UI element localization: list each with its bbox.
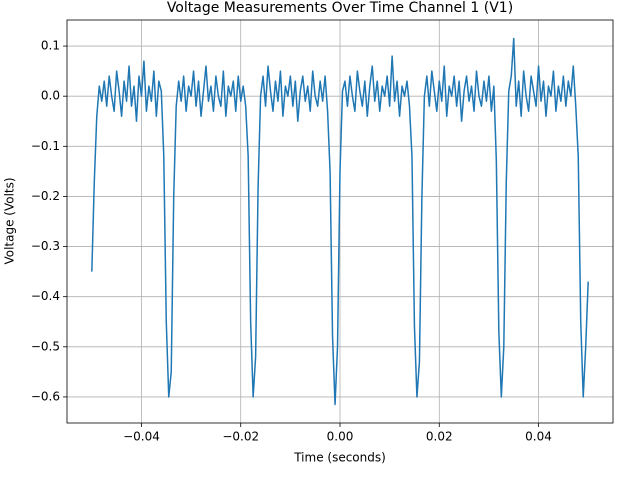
y-tick-label: −0.5 [31, 339, 60, 353]
x-tick-label: −0.02 [222, 430, 259, 444]
x-tick-label: 0.00 [327, 430, 354, 444]
x-axis-label: Time (seconds) [293, 451, 386, 465]
y-tick-label: −0.3 [31, 239, 60, 253]
y-axis-label: Voltage (Volts) [3, 177, 17, 264]
plot-frame [66, 19, 614, 424]
x-tick-label: −0.04 [123, 430, 160, 444]
chart-title: Voltage Measurements Over Time Channel 1… [167, 0, 513, 16]
x-tick-label: 0.04 [525, 430, 552, 444]
x-tick-label: 0.02 [426, 430, 453, 444]
y-tick-label: 0.0 [41, 89, 60, 103]
y-tick-label: −0.4 [31, 289, 60, 303]
y-tick-label: −0.2 [31, 189, 60, 203]
y-tick-label: −0.1 [31, 139, 60, 153]
y-tick-label: −0.6 [31, 389, 60, 403]
y-tick-label: 0.1 [41, 39, 60, 53]
data-line [91, 37, 589, 406]
